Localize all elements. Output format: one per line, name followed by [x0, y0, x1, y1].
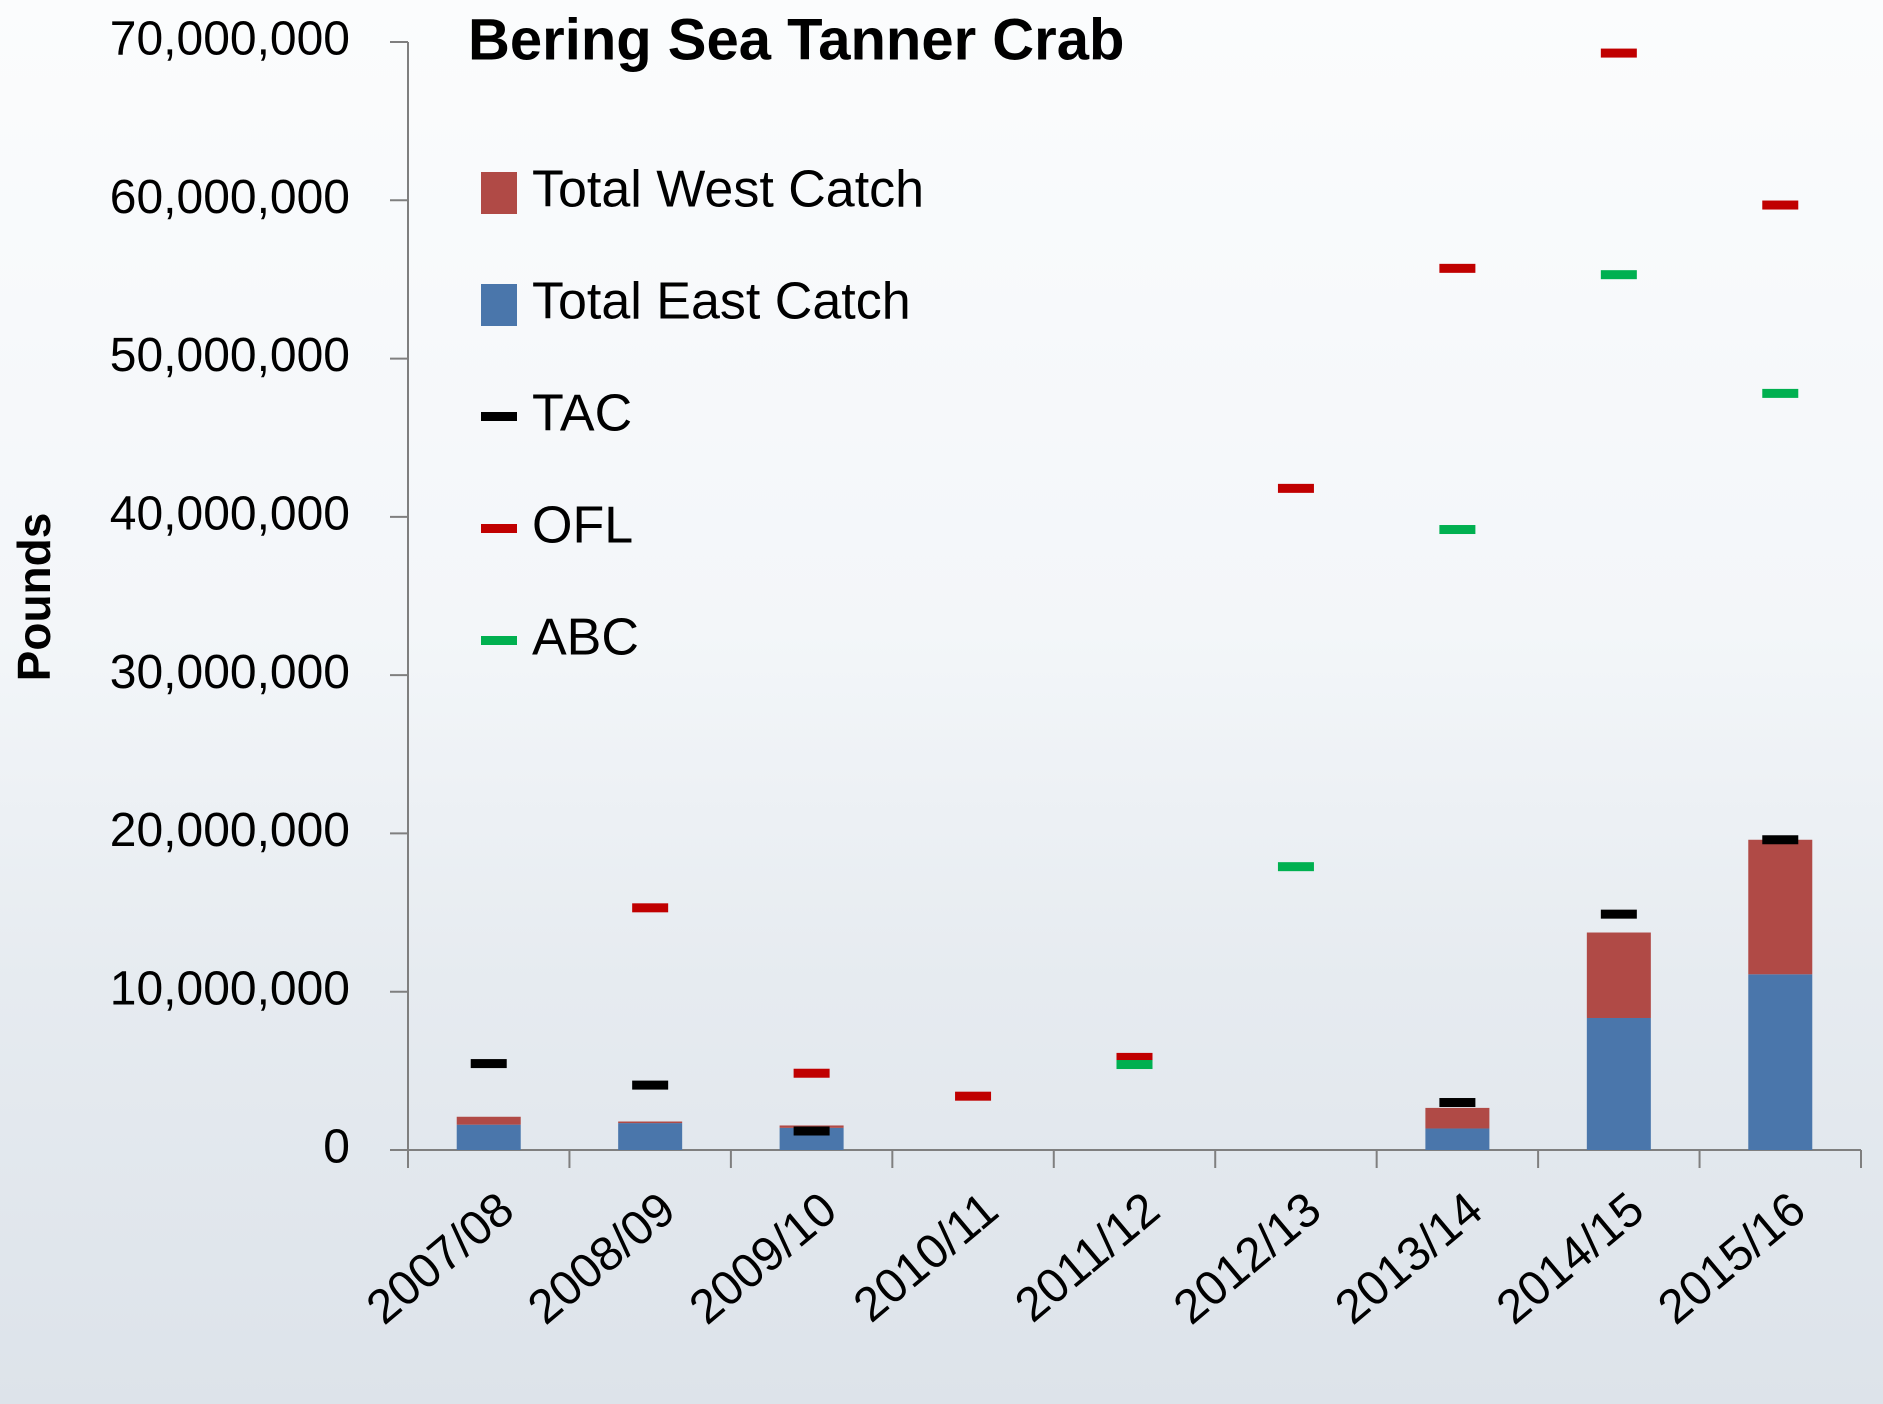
legend-swatch [481, 636, 517, 645]
limit-marker [793, 1126, 830, 1136]
limit-marker [793, 1068, 830, 1078]
legend-label: Total West Catch [532, 161, 924, 219]
legend-label: ABC [532, 609, 639, 667]
y-tick-label: 60,000,000 [110, 171, 350, 224]
x-tick-label: 2007/08 [357, 1183, 524, 1335]
limit-marker [1277, 862, 1314, 872]
limit-marker [1277, 483, 1314, 493]
limit-marker [1762, 200, 1799, 210]
y-tick-label: 20,000,000 [110, 804, 350, 857]
x-tick-label: 2012/13 [1164, 1183, 1331, 1335]
limit-marker [1600, 270, 1637, 280]
bar-segment [1425, 1128, 1490, 1150]
x-tick-label: 2015/16 [1649, 1183, 1816, 1335]
y-tick-label: 70,000,000 [110, 13, 350, 66]
limit-marker [1600, 909, 1637, 919]
legend-label: Total East Catch [532, 273, 911, 331]
limit-marker [1600, 48, 1637, 58]
limit-marker [1439, 263, 1476, 273]
legend-swatch [481, 412, 517, 421]
limit-marker [1116, 1060, 1153, 1070]
y-tick-label: 0 [323, 1121, 350, 1174]
bar-segment [1586, 1017, 1651, 1150]
bar-segment [456, 1124, 521, 1150]
bar-segment [618, 1121, 683, 1124]
x-tick-label: 2010/11 [844, 1183, 1008, 1333]
legend-label: OFL [532, 497, 633, 555]
chart-title: Bering Sea Tanner Crab [468, 7, 1124, 72]
limit-marker [1439, 1098, 1476, 1108]
y-axis-label: Pounds [8, 513, 60, 682]
legend-swatch [481, 524, 517, 533]
legend-label: TAC [532, 385, 632, 443]
limit-marker [632, 903, 669, 913]
y-tick-label: 30,000,000 [110, 646, 350, 699]
x-tick-label: 2009/10 [680, 1183, 847, 1335]
bar-segment [1748, 839, 1813, 975]
limit-marker [1762, 835, 1799, 845]
limit-marker [1439, 525, 1476, 535]
bar-segment [1748, 974, 1813, 1150]
y-tick-label: 50,000,000 [110, 329, 350, 382]
y-tick-label: 10,000,000 [110, 962, 350, 1015]
limit-marker [1762, 388, 1799, 398]
y-tick-label: 40,000,000 [110, 488, 350, 541]
legend-swatch [481, 284, 517, 326]
bar-segment [618, 1123, 683, 1150]
limit-marker [632, 1080, 669, 1090]
bar-segment [1586, 932, 1651, 1018]
limit-marker [1116, 1052, 1153, 1062]
legend-swatch [481, 172, 517, 214]
limit-marker [955, 1091, 992, 1101]
limit-marker [470, 1059, 507, 1069]
bar-segment [1425, 1107, 1490, 1129]
x-tick-label: 2008/09 [518, 1183, 685, 1335]
x-tick-label: 2011/12 [1005, 1183, 1169, 1333]
x-tick-label: 2013/14 [1326, 1183, 1493, 1335]
bar-segment [456, 1116, 521, 1125]
x-tick-label: 2014/15 [1487, 1183, 1654, 1335]
